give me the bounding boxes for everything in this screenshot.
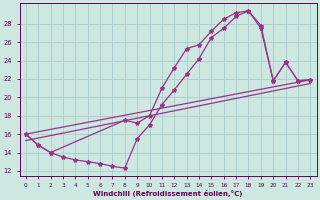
X-axis label: Windchill (Refroidissement éolien,°C): Windchill (Refroidissement éolien,°C) (93, 190, 243, 197)
